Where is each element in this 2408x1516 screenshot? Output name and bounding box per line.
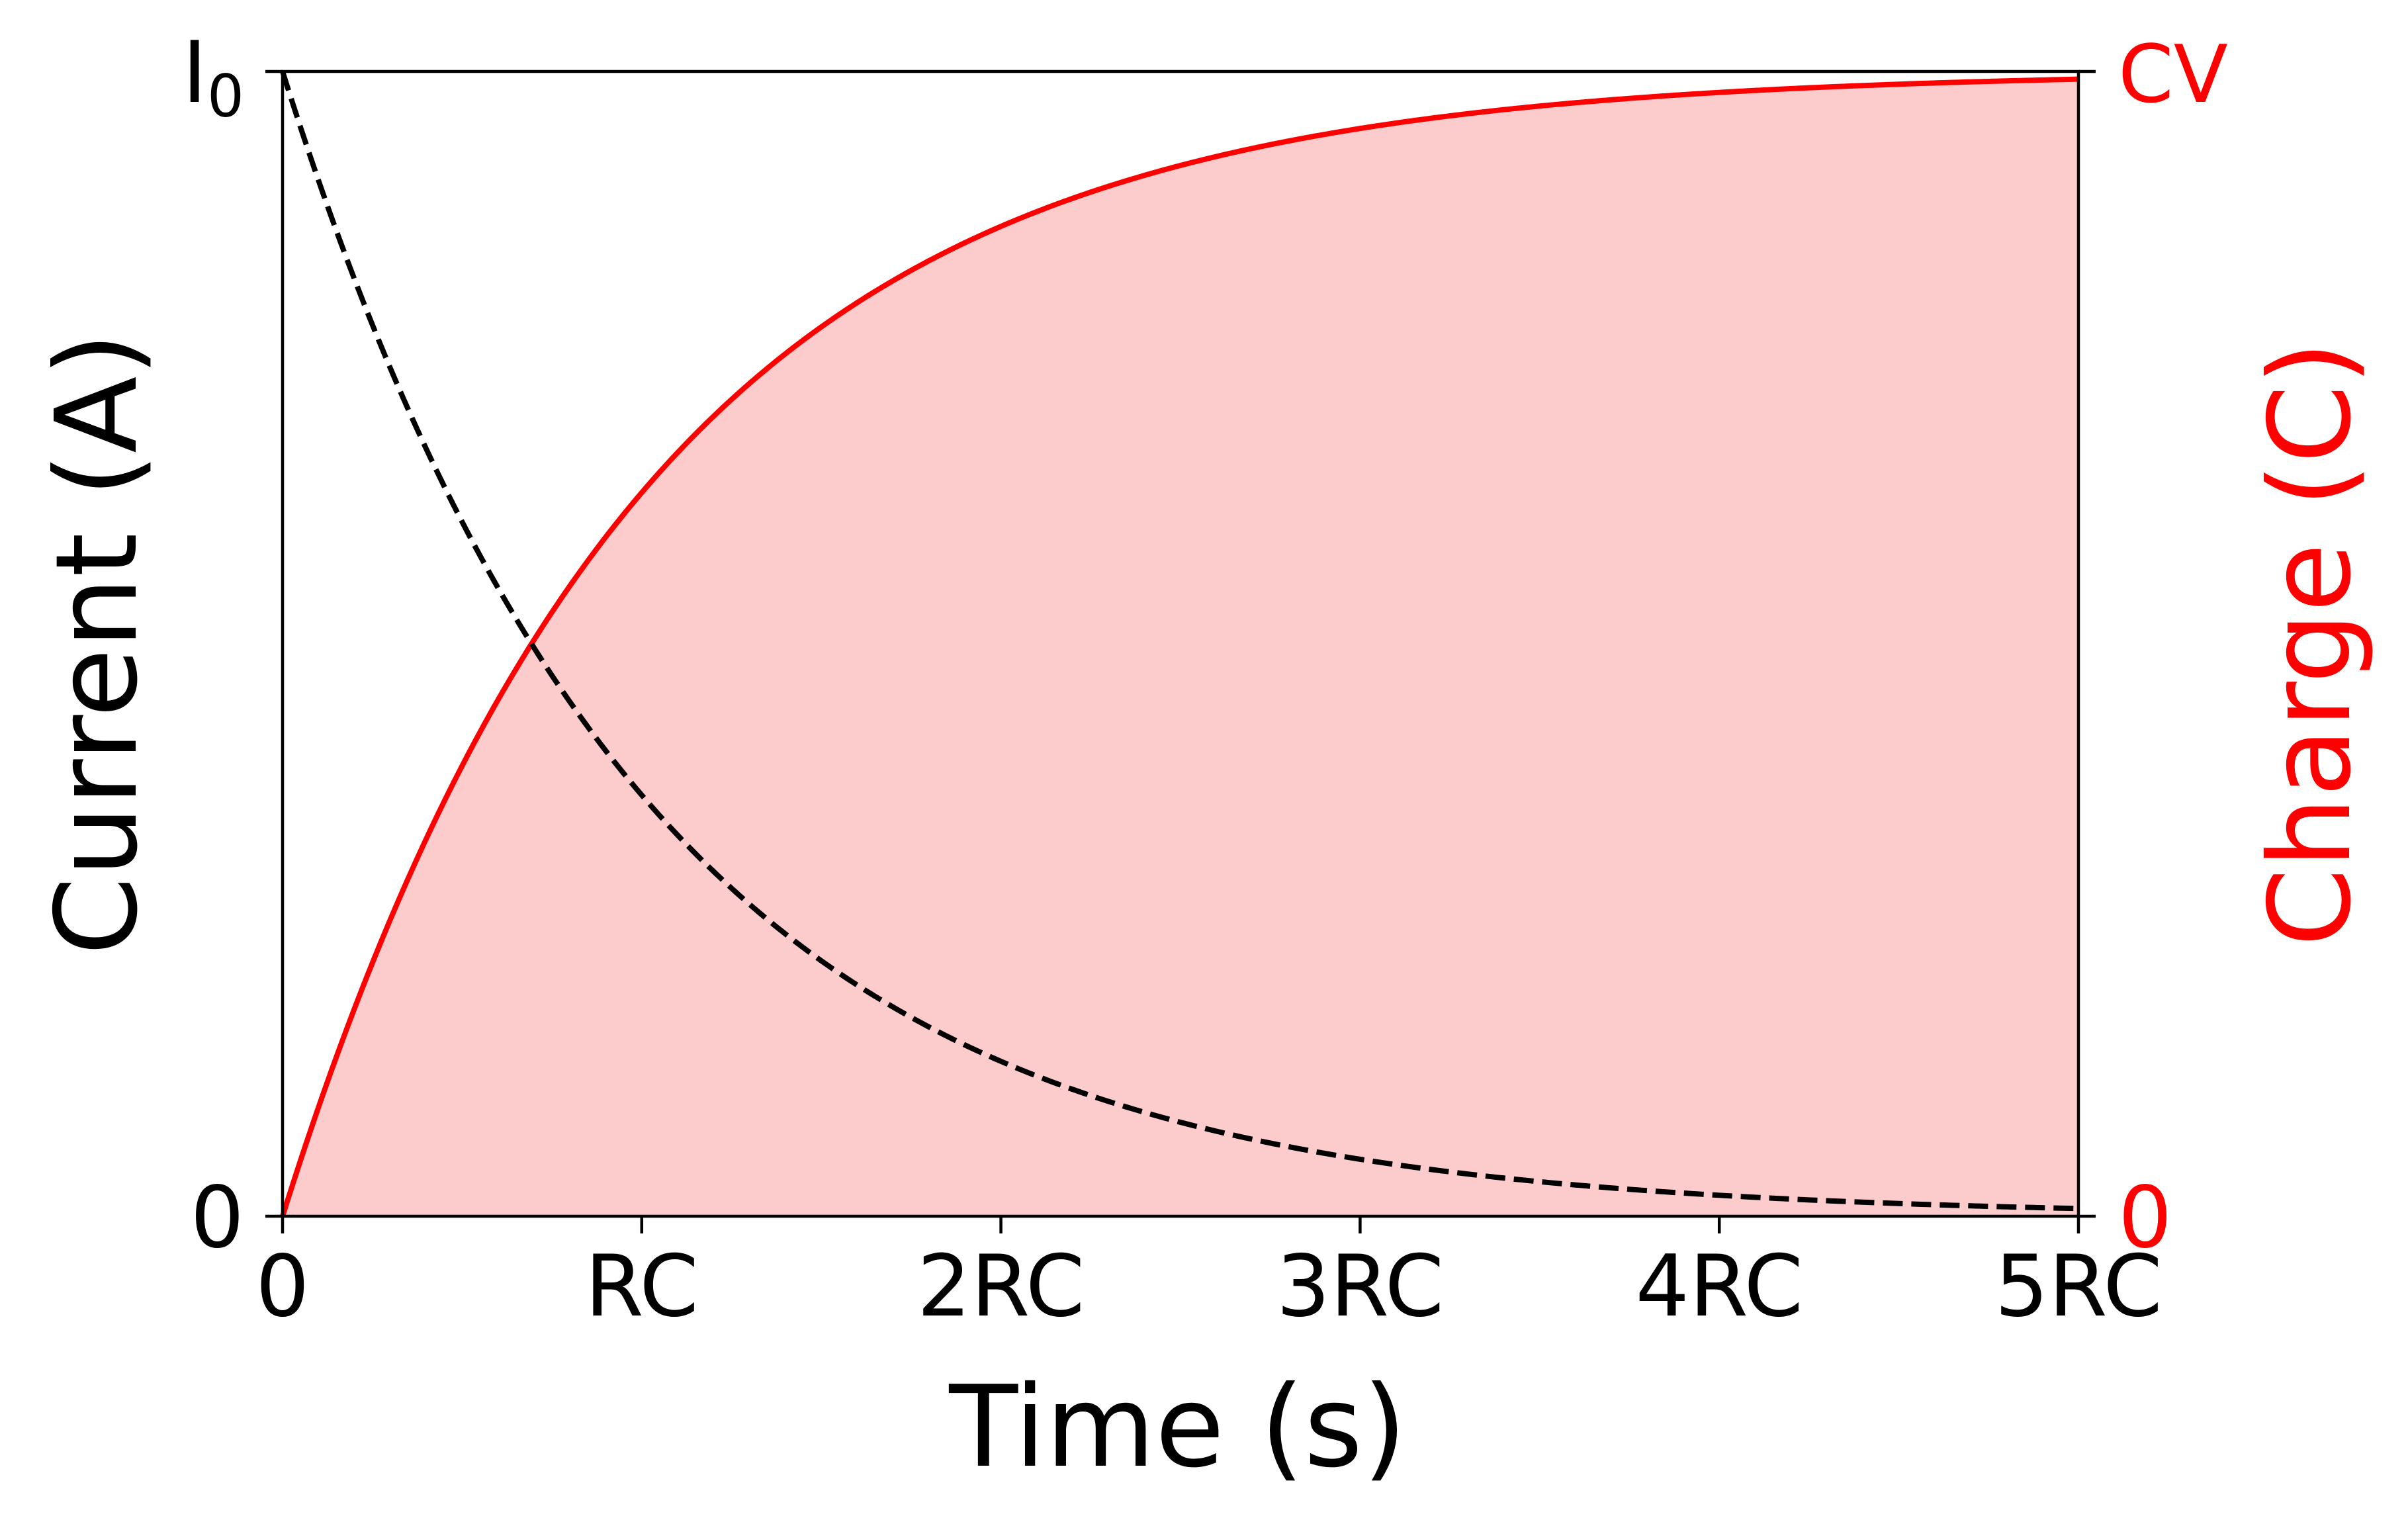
x-tick-label: 2RC	[917, 1237, 1085, 1336]
y-left-axis-label: Current (A)	[32, 332, 163, 955]
y-left-tick-label: 0	[191, 1169, 244, 1267]
y-right-tick-label: 0	[2118, 1169, 2172, 1267]
y-left-tick-text: I	[182, 24, 207, 122]
x-tick-label: 3RC	[1276, 1237, 1444, 1336]
y-right-axis-label: Charge (C)	[2245, 341, 2376, 946]
y-left-tick-text: 0	[191, 1169, 244, 1267]
x-tick-label: 0	[255, 1237, 309, 1336]
y-right-tick-label: CV	[2118, 29, 2228, 121]
x-tick-label: 4RC	[1636, 1237, 1803, 1336]
x-axis-label: Time (s)	[948, 1362, 1406, 1493]
x-tick-label: RC	[585, 1237, 699, 1336]
y-left-tick-subscript: 0	[207, 62, 244, 130]
